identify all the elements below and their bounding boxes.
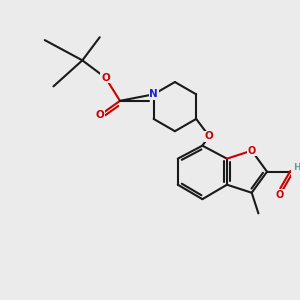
Text: O: O xyxy=(276,190,284,200)
Text: H: H xyxy=(293,163,300,172)
Text: N: N xyxy=(150,89,158,99)
Text: O: O xyxy=(101,73,110,83)
Text: O: O xyxy=(205,131,214,141)
Text: O: O xyxy=(248,146,256,156)
Text: N: N xyxy=(149,89,158,99)
Text: O: O xyxy=(95,110,104,120)
Text: O: O xyxy=(205,131,213,141)
